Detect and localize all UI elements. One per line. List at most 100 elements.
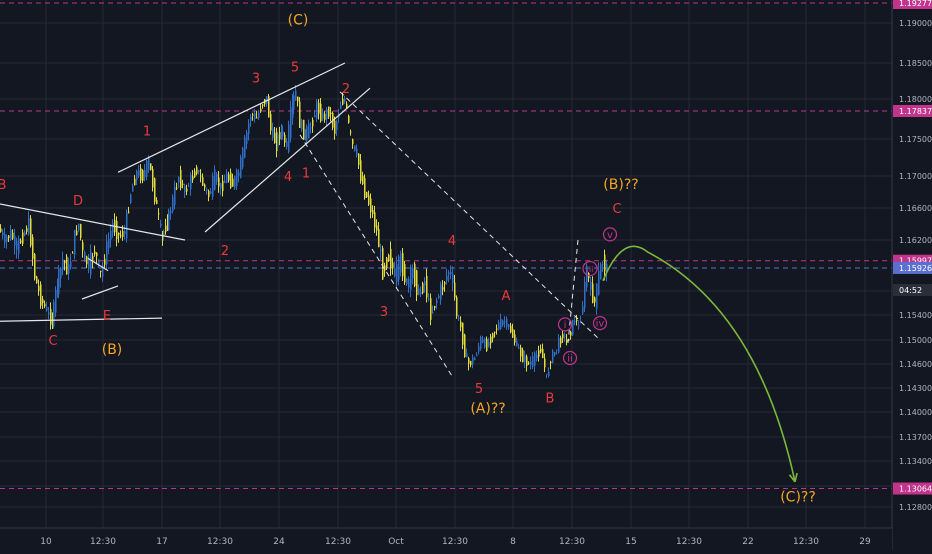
- time-tick-label: 12:30: [559, 537, 585, 547]
- candle-body: [230, 172, 232, 188]
- trendline: [0, 317, 163, 322]
- candle-body: [214, 169, 216, 190]
- price-badge-label: 04:52: [899, 286, 922, 295]
- candle-body: [88, 258, 90, 270]
- candle-body: [26, 228, 28, 232]
- candle-body: [148, 157, 150, 170]
- projection-arrowhead: [788, 472, 798, 483]
- candle-body: [53, 301, 55, 327]
- candle-body: [444, 282, 446, 285]
- candle-body: [380, 249, 382, 251]
- candle-body: [402, 253, 404, 277]
- candle-body: [342, 98, 344, 105]
- candle-body: [582, 306, 584, 314]
- candle-body: [244, 137, 246, 158]
- candle-body: [16, 241, 18, 250]
- candle-body: [592, 283, 594, 303]
- candle-body: [182, 183, 184, 185]
- candle-body: [256, 117, 258, 119]
- candle-body: [292, 95, 294, 118]
- candle-body: [122, 231, 124, 237]
- candle-body: [184, 186, 186, 193]
- candle-body: [22, 232, 24, 244]
- candle-body: [293, 95, 295, 110]
- candle-body: [174, 187, 176, 205]
- candle-body: [352, 139, 354, 145]
- candle-body: [404, 264, 406, 283]
- wave-label: C: [612, 202, 621, 217]
- candle-body: [38, 285, 40, 292]
- price-badge-label: 1.15926: [899, 264, 932, 273]
- candle-body: [450, 271, 452, 275]
- candle-body: [86, 256, 88, 265]
- candle-body: [176, 187, 178, 189]
- candle-body: [57, 281, 59, 291]
- wave-label: B: [546, 392, 555, 407]
- candle-body: [8, 235, 10, 239]
- candle-body: [578, 324, 580, 326]
- candle-body: [458, 317, 460, 319]
- candle-body: [456, 297, 458, 317]
- price-tick-label: 1.14000: [899, 408, 932, 417]
- candle-body: [238, 172, 240, 176]
- candle-body: [70, 261, 72, 268]
- trendline: [81, 285, 119, 300]
- candle-body: [366, 192, 368, 198]
- candle-body: [66, 256, 68, 275]
- trendline: [117, 62, 346, 173]
- candle-body: [498, 322, 500, 330]
- candle-body: [346, 103, 348, 108]
- candle-body: [4, 233, 6, 243]
- candle-body: [282, 131, 284, 136]
- candle-body: [504, 321, 506, 323]
- candle-body: [68, 264, 70, 274]
- candle-body: [530, 361, 532, 366]
- candle-body: [558, 338, 560, 353]
- candle-body: [316, 101, 318, 119]
- candle-body: [522, 349, 524, 363]
- candle-body: [510, 325, 512, 333]
- candle-body: [454, 282, 456, 298]
- candle-body: [476, 354, 478, 356]
- wave-label: 4: [448, 234, 456, 249]
- candle-body: [92, 256, 94, 260]
- candle-body: [138, 169, 140, 176]
- price-tick-label: 1.18000: [899, 95, 932, 104]
- time-tick-label: 12:30: [793, 537, 819, 547]
- candle-body: [422, 283, 424, 294]
- price-tick-label: 1.12800: [899, 503, 932, 512]
- candle-body: [322, 113, 324, 119]
- candle-body: [202, 177, 204, 186]
- candle-body: [288, 124, 290, 152]
- candle-body: [84, 252, 86, 262]
- candle-body: [312, 119, 314, 127]
- time-tick-label: Oct: [388, 537, 404, 547]
- wave-label: ii: [567, 354, 573, 365]
- candle-body: [460, 321, 462, 328]
- candle-body: [206, 189, 208, 191]
- candle-body: [310, 127, 312, 129]
- candle-body: [90, 251, 92, 275]
- candle-body: [518, 347, 520, 349]
- trendlines-layer: [0, 62, 798, 483]
- candle-body: [124, 231, 126, 235]
- candle-body: [446, 275, 448, 281]
- candle-body: [140, 168, 142, 181]
- candle-body: [320, 103, 322, 122]
- candle-body: [416, 270, 418, 296]
- candle-body: [466, 352, 468, 358]
- candle-body: [324, 113, 326, 120]
- candle-body: [542, 348, 544, 359]
- price-badge: [893, 261, 932, 274]
- candle-body: [106, 241, 108, 265]
- candle-body: [318, 102, 320, 114]
- price-tick-label: 1.15400: [899, 311, 932, 320]
- price-tick-label: 1.13400: [899, 457, 932, 466]
- candle-body: [272, 128, 274, 138]
- wave-label: iv: [596, 319, 605, 330]
- candle-body: [126, 212, 128, 239]
- wave-label: (C): [288, 12, 309, 28]
- candle-body: [562, 333, 564, 339]
- candle-body: [168, 210, 170, 230]
